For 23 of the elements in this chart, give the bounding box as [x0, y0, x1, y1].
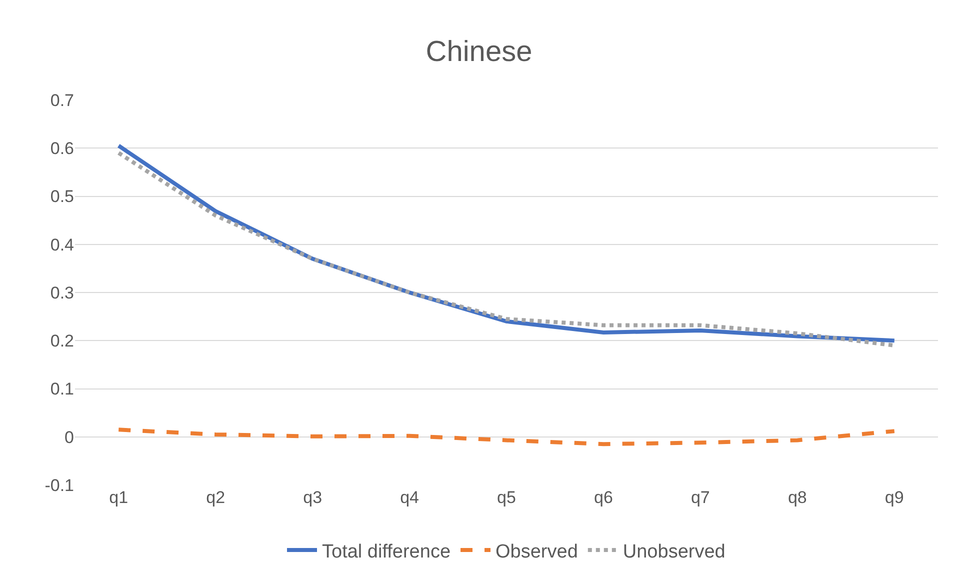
- x-tick-label: q1: [109, 488, 128, 507]
- x-tick-label: q6: [594, 488, 613, 507]
- y-tick-label: 0.7: [50, 90, 74, 110]
- y-tick-label: -0.1: [44, 476, 74, 495]
- y-tick-label: 0.5: [50, 187, 74, 206]
- legend-label: Observed: [496, 541, 578, 562]
- x-tick-label: q4: [400, 488, 419, 507]
- y-tick-label: 0.6: [50, 139, 74, 158]
- x-tick-label: q8: [788, 488, 807, 507]
- x-tick-label: q9: [884, 488, 904, 507]
- x-tick-label: q5: [497, 488, 516, 507]
- y-tick-label: 0.2: [50, 332, 74, 351]
- x-tick-label: q2: [206, 488, 226, 507]
- line-series: [116, 428, 896, 446]
- y-tick-label: 0.1: [50, 380, 74, 399]
- y-tick-label: 0.3: [50, 283, 74, 302]
- x-tick-label: q7: [690, 488, 710, 507]
- chart-title: Chinese: [426, 36, 532, 68]
- legend-label: Total difference: [322, 541, 451, 562]
- x-tick-label: q3: [303, 488, 322, 507]
- legend-label: Unobserved: [622, 541, 726, 562]
- y-tick-label: 0: [64, 428, 74, 447]
- y-tick-label: 0.4: [50, 235, 74, 254]
